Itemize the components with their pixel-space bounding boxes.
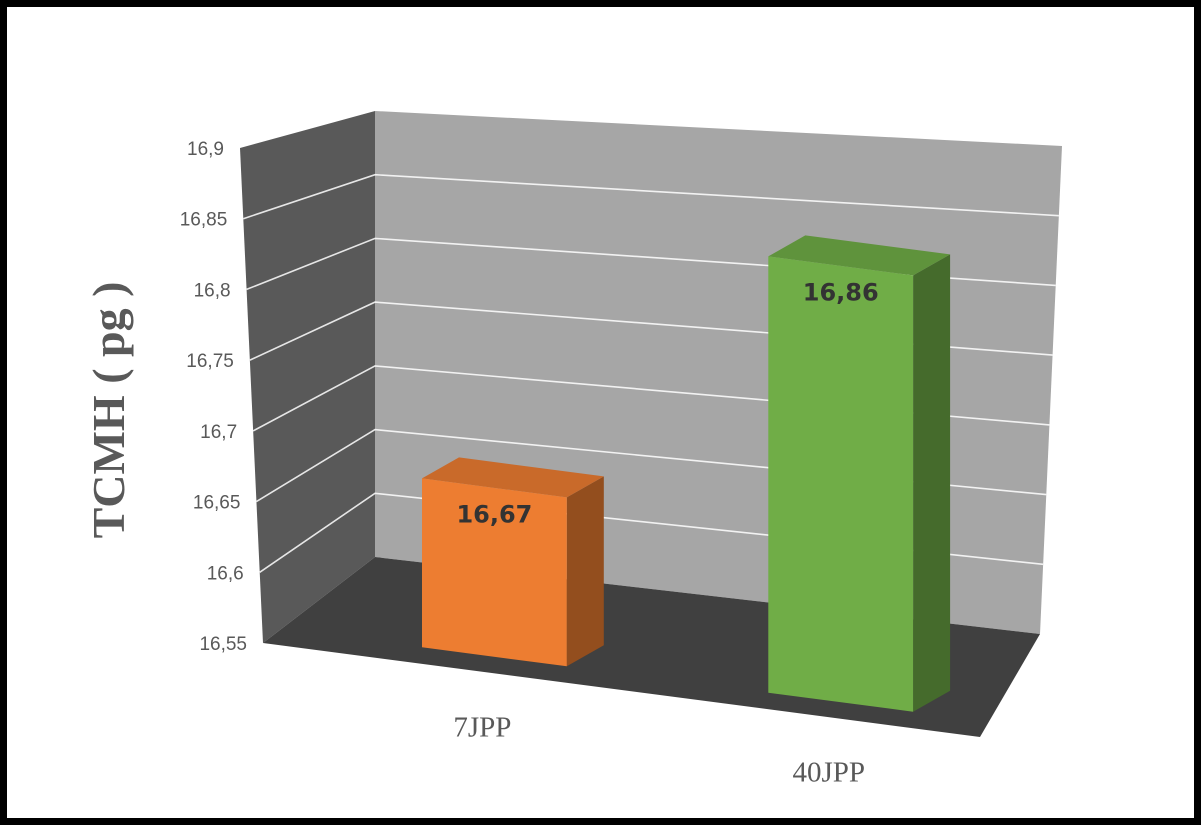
bar-side-face <box>913 254 951 712</box>
y-tick-label: 16,55 <box>199 634 247 655</box>
y-tick-label: 16,6 <box>207 563 244 584</box>
y-axis-title: TCMH ( pg ) <box>83 282 134 539</box>
y-axis-ticks: 16,55 16,6 16,65 16,7 16,75 16,8 16,85 16,9 <box>180 139 247 655</box>
side-wall <box>240 111 375 643</box>
bar-7jpp: 16,67 <box>422 457 604 667</box>
bars: 16,67 16,86 <box>422 235 951 712</box>
bar-top-face <box>768 235 951 276</box>
x-axis-categories: 7JPP 40JPP <box>453 711 865 788</box>
y-tick-label: 16,8 <box>194 280 231 301</box>
bar-40jpp: 16,86 <box>768 235 951 712</box>
gridline <box>243 173 1059 220</box>
data-label: 16,67 <box>456 500 532 528</box>
bar-front-face <box>422 478 567 667</box>
bar-front-face <box>768 256 914 712</box>
x-category-label: 7JPP <box>453 711 511 743</box>
bar-top-face <box>422 457 604 498</box>
bar-side-face <box>566 476 604 667</box>
data-label: 16,86 <box>803 278 879 306</box>
y-tick-label: 16,75 <box>186 351 234 372</box>
y-tick-label: 16,65 <box>193 493 241 514</box>
y-tick-label: 16,9 <box>187 139 224 160</box>
y-tick-label: 16,7 <box>200 422 237 443</box>
x-category-label: 40JPP <box>792 757 865 789</box>
y-tick-label: 16,85 <box>180 210 228 231</box>
